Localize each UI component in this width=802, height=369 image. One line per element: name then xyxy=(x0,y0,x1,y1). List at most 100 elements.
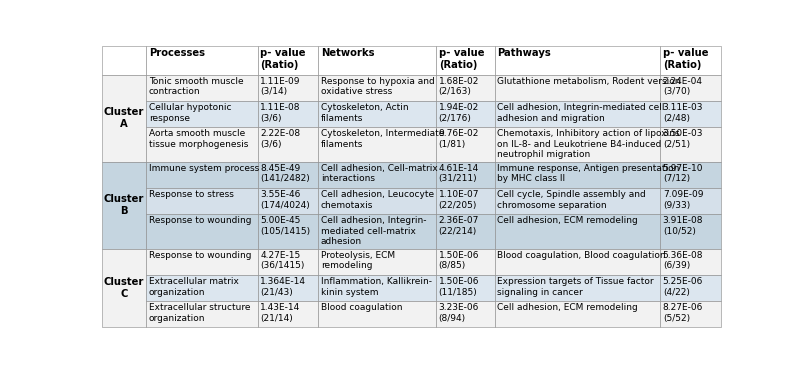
Text: Processes: Processes xyxy=(148,48,205,58)
Bar xyxy=(318,249,435,275)
Bar xyxy=(257,46,318,75)
Bar xyxy=(318,214,435,249)
Bar xyxy=(146,75,257,101)
Text: Cellular hypotonic
response: Cellular hypotonic response xyxy=(148,103,231,123)
Bar xyxy=(494,214,659,249)
Bar xyxy=(494,101,659,127)
Bar xyxy=(494,46,659,75)
Text: p- value
(Ratio): p- value (Ratio) xyxy=(662,48,707,70)
Text: 1.68E-02
(2/163): 1.68E-02 (2/163) xyxy=(438,77,479,96)
Text: Cell adhesion, ECM remodeling: Cell adhesion, ECM remodeling xyxy=(496,303,637,312)
Bar xyxy=(318,75,435,101)
Bar xyxy=(494,127,659,162)
Bar xyxy=(102,46,146,75)
Bar xyxy=(659,162,720,188)
Text: Proteolysis, ECM
remodeling: Proteolysis, ECM remodeling xyxy=(321,251,395,270)
Text: 3.23E-06
(8/94): 3.23E-06 (8/94) xyxy=(438,303,479,323)
Text: Cell cycle, Spindle assembly and
chromosome separation: Cell cycle, Spindle assembly and chromos… xyxy=(496,190,645,210)
Text: Networks: Networks xyxy=(321,48,374,58)
Bar xyxy=(146,162,257,188)
Text: 4.61E-14
(31/211): 4.61E-14 (31/211) xyxy=(438,164,478,183)
Bar xyxy=(102,162,146,249)
Bar xyxy=(257,214,318,249)
Bar xyxy=(318,301,435,327)
Text: 3.55E-46
(174/4024): 3.55E-46 (174/4024) xyxy=(260,190,310,210)
Text: Cell adhesion, ECM remodeling: Cell adhesion, ECM remodeling xyxy=(496,216,637,225)
Bar xyxy=(435,249,494,275)
Text: p- value
(Ratio): p- value (Ratio) xyxy=(260,48,306,70)
Bar xyxy=(435,301,494,327)
Text: Response to stress: Response to stress xyxy=(148,190,233,199)
Text: Immune response, Antigen presentation
by MHC class II: Immune response, Antigen presentation by… xyxy=(496,164,678,183)
Bar xyxy=(659,301,720,327)
Bar xyxy=(659,46,720,75)
Text: 1.50E-06
(8/85): 1.50E-06 (8/85) xyxy=(438,251,479,270)
Bar xyxy=(257,101,318,127)
Bar xyxy=(257,75,318,101)
Bar xyxy=(257,275,318,301)
Text: 3.91E-08
(10/52): 3.91E-08 (10/52) xyxy=(662,216,703,236)
Text: Cell adhesion, Cell-matrix
interactions: Cell adhesion, Cell-matrix interactions xyxy=(321,164,437,183)
Bar xyxy=(102,249,146,327)
Text: Cluster
C: Cluster C xyxy=(103,277,144,299)
Text: Inflammation, Kallikrein-
kinin system: Inflammation, Kallikrein- kinin system xyxy=(321,277,431,297)
Text: 1.94E-02
(2/176): 1.94E-02 (2/176) xyxy=(438,103,478,123)
Bar xyxy=(257,301,318,327)
Bar xyxy=(146,127,257,162)
Text: Cell adhesion, Integrin-
mediated cell-matrix
adhesion: Cell adhesion, Integrin- mediated cell-m… xyxy=(321,216,426,246)
Bar xyxy=(146,275,257,301)
Text: 1.10E-07
(22/205): 1.10E-07 (22/205) xyxy=(438,190,479,210)
Text: 3.50E-03
(2/51): 3.50E-03 (2/51) xyxy=(662,129,703,149)
Text: Cytoskeleton, Intermediate
filaments: Cytoskeleton, Intermediate filaments xyxy=(321,129,444,149)
Text: Extracellular structure
organization: Extracellular structure organization xyxy=(148,303,250,323)
Bar xyxy=(494,249,659,275)
Bar xyxy=(318,127,435,162)
Text: 4.27E-15
(36/1415): 4.27E-15 (36/1415) xyxy=(260,251,305,270)
Bar xyxy=(318,101,435,127)
Bar xyxy=(318,46,435,75)
Text: Response to wounding: Response to wounding xyxy=(148,251,251,260)
Bar xyxy=(257,127,318,162)
Bar xyxy=(494,75,659,101)
Bar xyxy=(435,214,494,249)
Text: Extracellular matrix
organization: Extracellular matrix organization xyxy=(148,277,238,297)
Text: Glutathione metabolism, Rodent version: Glutathione metabolism, Rodent version xyxy=(496,77,680,86)
Text: 5.00E-45
(105/1415): 5.00E-45 (105/1415) xyxy=(260,216,310,236)
Text: 7.09E-09
(9/33): 7.09E-09 (9/33) xyxy=(662,190,703,210)
Text: Blood coagulation, Blood coagulation: Blood coagulation, Blood coagulation xyxy=(496,251,665,260)
Text: 5.25E-06
(4/22): 5.25E-06 (4/22) xyxy=(662,277,703,297)
Bar xyxy=(146,301,257,327)
Bar xyxy=(146,249,257,275)
Bar xyxy=(435,162,494,188)
Text: Cluster
B: Cluster B xyxy=(103,194,144,216)
Text: p- value
(Ratio): p- value (Ratio) xyxy=(438,48,484,70)
Bar xyxy=(659,75,720,101)
Bar xyxy=(257,249,318,275)
Text: Pathways: Pathways xyxy=(496,48,550,58)
Text: 5.97E-10
(7/12): 5.97E-10 (7/12) xyxy=(662,164,703,183)
Text: 3.11E-03
(2/48): 3.11E-03 (2/48) xyxy=(662,103,703,123)
Bar xyxy=(494,188,659,214)
Bar xyxy=(257,162,318,188)
Bar xyxy=(494,162,659,188)
Text: Blood coagulation: Blood coagulation xyxy=(321,303,402,312)
Text: Cell adhesion, Leucocyte
chemotaxis: Cell adhesion, Leucocyte chemotaxis xyxy=(321,190,434,210)
Text: Cluster
A: Cluster A xyxy=(103,107,144,129)
Bar xyxy=(146,188,257,214)
Text: 1.11E-09
(3/14): 1.11E-09 (3/14) xyxy=(260,77,301,96)
Bar xyxy=(659,214,720,249)
Bar xyxy=(435,275,494,301)
Text: Cytoskeleton, Actin
filaments: Cytoskeleton, Actin filaments xyxy=(321,103,408,123)
Bar xyxy=(494,301,659,327)
Text: 2.22E-08
(3/6): 2.22E-08 (3/6) xyxy=(260,129,300,149)
Text: 9.76E-02
(1/81): 9.76E-02 (1/81) xyxy=(438,129,479,149)
Text: Tonic smooth muscle
contraction: Tonic smooth muscle contraction xyxy=(148,77,243,96)
Bar xyxy=(318,162,435,188)
Text: 1.43E-14
(21/14): 1.43E-14 (21/14) xyxy=(260,303,300,323)
Bar xyxy=(435,46,494,75)
Bar xyxy=(494,275,659,301)
Bar xyxy=(659,127,720,162)
Text: 1.11E-08
(3/6): 1.11E-08 (3/6) xyxy=(260,103,301,123)
Bar xyxy=(102,75,146,162)
Text: 1.364E-14
(21/43): 1.364E-14 (21/43) xyxy=(260,277,306,297)
